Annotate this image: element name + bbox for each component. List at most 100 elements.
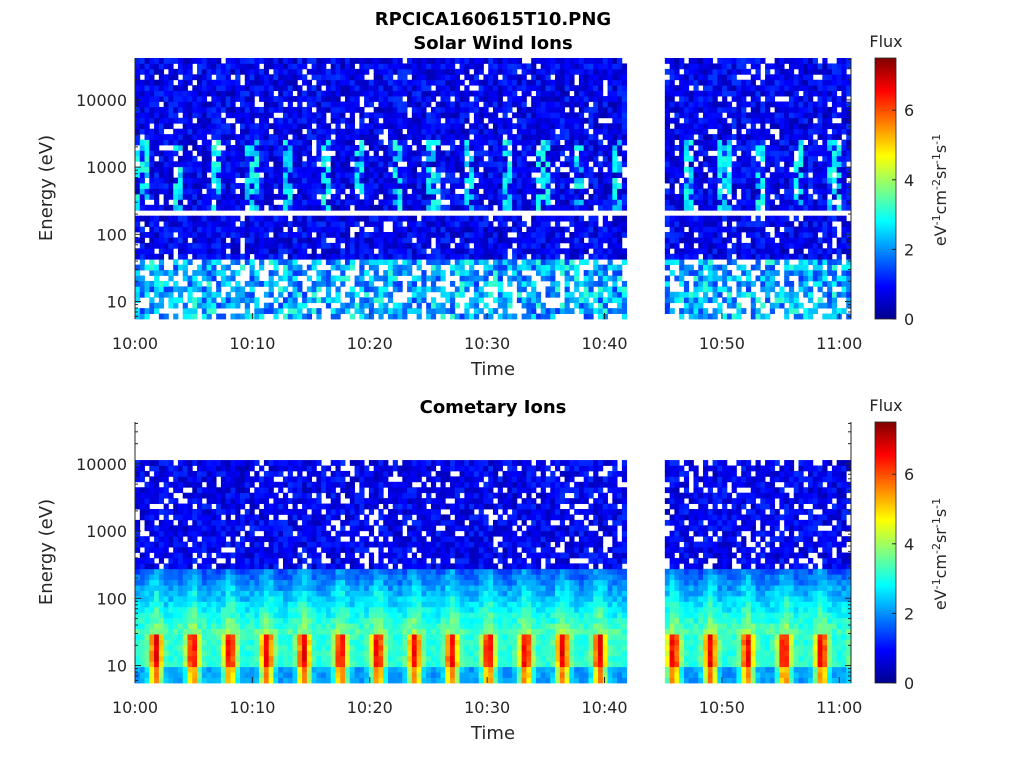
spectrogram-cell xyxy=(139,85,145,92)
spectrogram-cell xyxy=(765,177,771,184)
spectrogram-cell xyxy=(297,253,303,260)
spectrogram-cell xyxy=(731,183,737,189)
spectrogram-cell xyxy=(378,253,384,260)
spectrogram-cell xyxy=(703,204,709,211)
spectrogram-cell xyxy=(722,134,728,140)
spectrogram-cell xyxy=(617,297,623,304)
spectrogram-cell xyxy=(445,166,451,173)
spectrogram-cell xyxy=(712,63,718,70)
spectrogram-cell xyxy=(340,79,346,86)
spectrogram-cell xyxy=(139,96,145,102)
spectrogram-cell xyxy=(769,134,776,140)
spectrogram-cell xyxy=(158,161,165,168)
spectrogram-cell xyxy=(703,291,709,298)
spectrogram-cell xyxy=(345,63,351,70)
spectrogram-cell xyxy=(679,199,685,206)
spectrogram-cell xyxy=(769,259,776,266)
spectrogram-cell xyxy=(330,85,336,92)
spectrogram-cell xyxy=(578,134,585,140)
spectrogram-cell xyxy=(211,270,217,276)
spectrogram-cell xyxy=(440,123,446,130)
spectrogram-cell xyxy=(397,145,403,151)
spectrogram-cell xyxy=(263,237,270,244)
spectrogram-cell xyxy=(497,270,503,276)
spectrogram-cell xyxy=(158,253,165,260)
spectrogram-cell xyxy=(216,204,222,211)
spectrogram-cell xyxy=(240,68,246,75)
spectrogram-cell xyxy=(435,232,441,238)
spectrogram-cell xyxy=(540,226,546,233)
spectrogram-cell xyxy=(722,123,728,130)
spectrogram-cell xyxy=(574,139,580,146)
spectrogram-cell xyxy=(454,117,460,124)
spectrogram-cell xyxy=(507,74,513,81)
spectrogram-cell xyxy=(502,112,508,119)
spectrogram-cell xyxy=(216,112,222,119)
spectrogram-cell xyxy=(488,291,494,298)
spectrogram-cell xyxy=(502,264,508,271)
spectrogram-cell xyxy=(158,313,165,320)
spectrogram-cell xyxy=(254,297,260,304)
spectrogram-cell xyxy=(144,253,150,260)
spectrogram-cell xyxy=(297,58,303,64)
spectrogram-cell xyxy=(220,253,227,260)
spectrogram-cell xyxy=(550,139,556,146)
spectrogram-cell xyxy=(426,199,432,206)
spectrogram-cell xyxy=(359,112,365,119)
spectrogram-cell xyxy=(149,101,155,108)
spectrogram-cell xyxy=(230,193,236,200)
spectrogram-cell xyxy=(712,193,718,200)
spectrogram-cell xyxy=(722,85,728,92)
spectrogram-cell xyxy=(726,215,733,222)
spectrogram-cell xyxy=(177,139,184,146)
spectrogram-cell xyxy=(450,90,456,97)
spectrogram-cell xyxy=(435,106,441,113)
spectrogram-cell xyxy=(158,166,165,173)
spectrogram-cell xyxy=(230,90,236,97)
spectrogram-cell xyxy=(669,226,675,233)
spectrogram-cell xyxy=(354,199,360,206)
spectrogram-cell xyxy=(602,193,608,200)
spectrogram-cell xyxy=(454,161,460,168)
spectrogram-cell xyxy=(411,286,418,293)
spectrogram-cell xyxy=(736,90,742,97)
spectrogram-cell xyxy=(535,302,542,309)
spectrogram-cell xyxy=(435,79,441,86)
spectrogram-cell xyxy=(335,286,341,293)
spectrogram-cell xyxy=(564,96,570,102)
spectrogram-cell xyxy=(445,123,451,130)
spectrogram-cell xyxy=(373,193,379,200)
spectrogram-cell xyxy=(211,259,217,266)
spectrogram-cell xyxy=(383,96,389,102)
spectrogram-cell xyxy=(235,259,241,266)
spectrogram-cell xyxy=(182,221,188,227)
spectrogram-cell xyxy=(717,68,723,75)
spectrogram-cell xyxy=(378,90,384,97)
spectrogram-cell xyxy=(564,101,570,108)
spectrogram-cell xyxy=(392,183,398,189)
spectrogram-cell xyxy=(459,139,465,146)
spectrogram-cell xyxy=(383,161,389,168)
spectrogram-cell xyxy=(144,106,150,113)
spectrogram-cell xyxy=(187,297,193,304)
spectrogram-cell xyxy=(564,237,570,244)
spectrogram-cell xyxy=(282,188,289,195)
spectrogram-cell xyxy=(387,242,394,249)
spectrogram-cell xyxy=(421,280,427,287)
spectrogram-cell xyxy=(392,58,398,64)
spectrogram-cell xyxy=(483,259,489,266)
spectrogram-cell xyxy=(760,58,766,64)
spectrogram-cell xyxy=(559,215,565,222)
spectrogram-cell xyxy=(349,68,355,75)
spectrogram-cell xyxy=(387,90,394,97)
spectrogram-cell xyxy=(173,90,179,97)
spectrogram-cell xyxy=(278,161,284,168)
spectrogram-cell xyxy=(683,264,690,271)
spectrogram-cell xyxy=(521,232,527,238)
spectrogram-cell xyxy=(683,85,690,92)
spectrogram-cell xyxy=(158,74,165,81)
spectrogram-cell xyxy=(493,232,499,238)
spectrogram-cell xyxy=(135,101,141,108)
spectrogram-cell xyxy=(321,139,327,146)
